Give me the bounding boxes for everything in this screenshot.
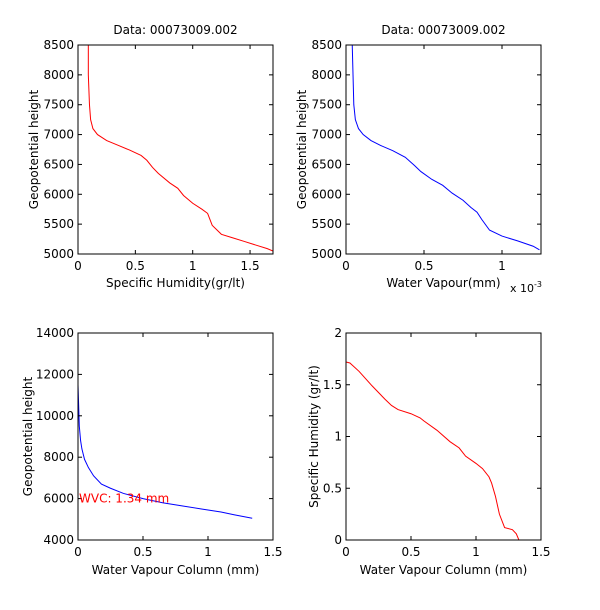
- subplot-2-y-tick-label: 5500: [311, 217, 342, 231]
- subplot-2-x-tick-label: 0: [342, 259, 350, 273]
- subplot-2-ylabel: Geopotential height: [295, 89, 309, 209]
- subplot-4-x-tick-label: 0: [342, 545, 350, 559]
- subplot-1-axes-box: [77, 44, 274, 255]
- subplot-4-y-tick-label: 1: [334, 430, 342, 444]
- subplot-2-axes-box: [345, 44, 542, 255]
- subplot-3-y-tick-label: 8000: [43, 450, 74, 464]
- subplot-4-xlabel: Water Vapour Column (mm): [360, 563, 528, 577]
- subplot-1-y-tick-label: 5500: [43, 217, 74, 231]
- subplot-4-y-tick-label: 0.5: [323, 481, 342, 495]
- subplot-4-y-tick-label: 2: [334, 326, 342, 340]
- subplot-1-y-tick-label: 6500: [43, 157, 74, 171]
- subplot-3-y-tick-label: 12000: [36, 367, 74, 381]
- subplot-1-y-tick-label: 7500: [43, 98, 74, 112]
- subplot-2-y-tick-label: 5000: [311, 247, 342, 261]
- subplot-4-series-line-1: [346, 361, 520, 540]
- subplot-2-xlabel: Water Vapour(mm): [386, 276, 500, 290]
- subplot-2-y-tick-label: 8000: [311, 68, 342, 82]
- subplot-4-x-tick-label: 0.5: [401, 545, 420, 559]
- subplot-2-title: Data: 00073009.002: [381, 23, 505, 37]
- subplot-2-x-tick-label: 1: [498, 259, 506, 273]
- subplot-3-y-tick-label: 14000: [36, 326, 74, 340]
- subplot-2-y-tick-label: 7500: [311, 98, 342, 112]
- subplot-2: Data: 00073009.002 Geopotential height W…: [295, 23, 542, 295]
- subplot-2-y-tick-label: 6500: [311, 157, 342, 171]
- subplot-3-axes-box: [77, 332, 274, 541]
- subplot-3-x-tick-label: 1.5: [263, 545, 282, 559]
- subplot-1-x-tick-label: 1.5: [241, 259, 260, 273]
- subplot-3-y-tick-label: 10000: [36, 409, 74, 423]
- subplot-3-series-line-1: [78, 364, 253, 519]
- subplot-1: Data: 00073009.002 Geopotential height S…: [27, 23, 274, 290]
- subplot-1-x-tick-label: 1: [189, 259, 197, 273]
- subplot-3-y-tick-label: 6000: [43, 492, 74, 506]
- subplot-1-xlabel: Specific Humidity(gr/lt): [106, 276, 245, 290]
- subplot-1-y-tick-label: 8500: [43, 38, 74, 52]
- subplot-3-xlabel: Water Vapour Column (mm): [92, 563, 260, 577]
- subplot-4-x-tick-label: 1: [472, 545, 480, 559]
- subplot-2-x-multiplier: x 10-3: [510, 280, 542, 295]
- subplot-3-x-tick-label: 0.5: [133, 545, 152, 559]
- subplot-4-y-tick-label: 0: [334, 533, 342, 547]
- subplot-3-x-tick-label: 0: [74, 545, 82, 559]
- subplot-1-y-tick-label: 8000: [43, 68, 74, 82]
- subplot-3-annotation: WVC: 1.34 mm: [79, 492, 169, 506]
- subplot-4-y-tick-label: 1.5: [323, 378, 342, 392]
- subplot-2-series-line-1: [351, 45, 540, 251]
- subplot-2-y-tick-label: 6000: [311, 187, 342, 201]
- subplot-1-y-tick-label: 6000: [43, 187, 74, 201]
- subplot-2-x-tick-label: 0.5: [414, 259, 433, 273]
- subplot-3: Geopotential height Water Vapour Column …: [21, 326, 283, 577]
- subplot-2-y-tick-label: 7000: [311, 128, 342, 142]
- subplot-3-x-tick-label: 1: [204, 545, 212, 559]
- subplot-1-y-tick-label: 5000: [43, 247, 74, 261]
- subplot-1-series-line-1: [87, 45, 273, 252]
- subplot-3-ylabel: Geopotential height: [21, 376, 35, 496]
- subplot-2-x-multiplier-exponent: -3: [534, 280, 542, 289]
- subplot-1-ylabel: Geopotential height: [27, 89, 41, 209]
- subplot-2-y-tick-label: 8500: [311, 38, 342, 52]
- subplot-4-x-tick-label: 1.5: [531, 545, 550, 559]
- subplot-4: Specific Humidity (gr/lt) Water Vapour C…: [307, 326, 551, 577]
- subplot-1-title: Data: 00073009.002: [113, 23, 237, 37]
- subplot-2-x-multiplier-base: x 10: [510, 282, 534, 295]
- subplot-1-x-tick-label: 0: [74, 259, 82, 273]
- subplot-3-y-tick-label: 4000: [43, 533, 74, 547]
- subplot-4-ylabel: Specific Humidity (gr/lt): [307, 365, 321, 508]
- subplot-1-y-tick-label: 7000: [43, 128, 74, 142]
- subplot-1-x-tick-label: 0.5: [126, 259, 145, 273]
